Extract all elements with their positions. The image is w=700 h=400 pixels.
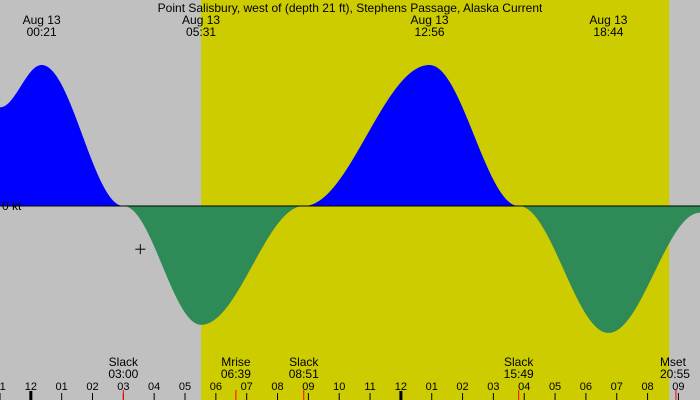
- top-event-date-1: Aug 13: [182, 13, 220, 27]
- hour-tick-label-11: 10: [333, 381, 345, 393]
- hour-tick-label-7: 06: [210, 381, 222, 393]
- bottom-event-time-0: 03:00: [108, 367, 138, 381]
- hour-tick-label-5: 04: [148, 381, 160, 393]
- bottom-event-label-0: Slack: [109, 355, 139, 369]
- zero-label: 0 kt: [2, 199, 22, 213]
- top-event-date-0: Aug 13: [23, 13, 61, 27]
- hour-tick-label-2: 01: [56, 381, 68, 393]
- hour-tick-label-18: 05: [549, 381, 561, 393]
- hour-tick-label-13: 12: [395, 381, 407, 393]
- hour-tick-label-10: 09: [302, 381, 314, 393]
- hour-tick-label-19: 06: [580, 381, 592, 393]
- bottom-event-time-1: 06:39: [221, 367, 251, 381]
- bottom-event-label-4: Mset: [660, 355, 687, 369]
- hour-tick-label-9: 08: [271, 381, 283, 393]
- bottom-event-time-2: 08:51: [289, 367, 319, 381]
- bottom-event-time-4: 20:55: [660, 367, 690, 381]
- flood-area-2: [304, 65, 520, 206]
- top-event-time-3: 18:44: [593, 25, 623, 39]
- hour-tick-label-15: 02: [456, 381, 468, 393]
- top-event-date-3: Aug 13: [589, 13, 627, 27]
- hour-tick-label-20: 07: [611, 381, 623, 393]
- hour-tick-label-6: 05: [179, 381, 191, 393]
- ebb-area-3: [519, 206, 700, 333]
- bottom-event-label-2: Slack: [289, 355, 319, 369]
- bottom-event-time-3: 15:49: [504, 367, 534, 381]
- hour-tick-label-12: 11: [364, 381, 375, 393]
- hour-tick-label-22: 09: [672, 381, 684, 393]
- hour-tick-label-21: 08: [641, 381, 653, 393]
- flood-area-0: [0, 65, 124, 206]
- bottom-event-label-1: Mrise: [221, 355, 251, 369]
- bottom-event-label-3: Slack: [504, 355, 534, 369]
- chart-title: Point Salisbury, west of (depth 21 ft), …: [158, 1, 543, 15]
- hour-tick-label-17: 04: [518, 381, 530, 393]
- hour-tick-label-8: 07: [241, 381, 253, 393]
- hour-tick-label-4: 03: [117, 381, 129, 393]
- top-event-time-1: 05:31: [186, 25, 216, 39]
- ebb-area-1: [123, 206, 305, 325]
- hour-tick-label-16: 03: [487, 381, 499, 393]
- top-event-time-0: 00:21: [27, 25, 57, 39]
- hour-tick-label-3: 02: [86, 381, 98, 393]
- hour-tick-label-14: 01: [426, 381, 438, 393]
- hour-tick-label-0: 11: [0, 381, 6, 393]
- top-event-date-2: Aug 13: [411, 13, 449, 27]
- hour-tick-label-1: 12: [25, 381, 37, 393]
- top-event-time-2: 12:56: [415, 25, 445, 39]
